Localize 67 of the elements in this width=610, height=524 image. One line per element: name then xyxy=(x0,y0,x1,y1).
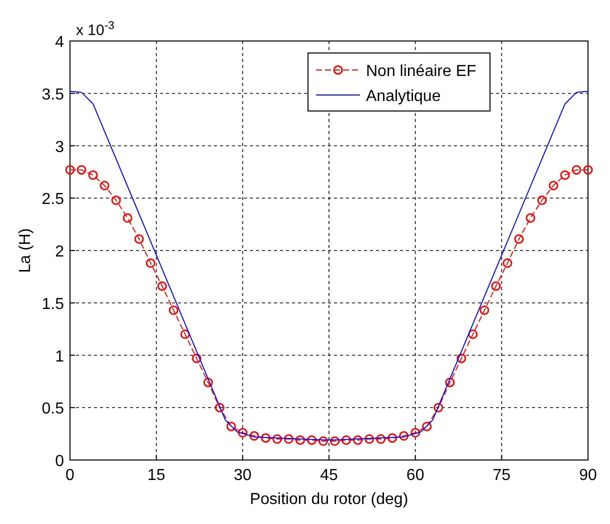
point xyxy=(560,170,570,180)
point xyxy=(214,402,224,412)
x-tick-label: 60 xyxy=(406,467,424,484)
y-tick-label: 1.5 xyxy=(42,296,64,313)
point xyxy=(502,258,512,268)
point xyxy=(249,431,259,441)
y-tick-label: 0 xyxy=(55,453,64,470)
point xyxy=(157,281,167,291)
y-tick-label: 1 xyxy=(55,348,64,366)
point xyxy=(330,436,340,446)
y-tick-label: 3.5 xyxy=(42,86,64,104)
point xyxy=(76,165,86,175)
point xyxy=(122,213,132,223)
point xyxy=(514,234,524,244)
point xyxy=(434,402,444,412)
point xyxy=(548,180,558,190)
point xyxy=(445,378,455,388)
point xyxy=(537,195,547,205)
point xyxy=(480,305,490,315)
y-tick-label: 0.5 xyxy=(42,400,64,418)
point xyxy=(526,213,536,223)
x-tick-label: 90 xyxy=(579,467,597,484)
x-tick-label: 45 xyxy=(320,467,338,484)
y-tick-label: 3 xyxy=(55,138,64,156)
point xyxy=(238,428,248,438)
point xyxy=(318,436,328,446)
point xyxy=(399,431,409,441)
point xyxy=(284,434,294,444)
point xyxy=(364,434,374,444)
point xyxy=(422,422,432,432)
point xyxy=(203,378,213,388)
x-tick-label: 30 xyxy=(234,467,252,484)
point xyxy=(583,165,593,175)
point xyxy=(192,354,202,364)
point xyxy=(100,180,110,190)
point xyxy=(388,433,398,443)
point xyxy=(168,305,178,315)
point xyxy=(88,170,98,180)
point xyxy=(468,330,478,340)
point xyxy=(134,234,144,244)
point xyxy=(146,258,156,268)
point xyxy=(376,434,386,444)
point xyxy=(260,433,270,443)
x-tick-label: 15 xyxy=(147,467,166,484)
point xyxy=(342,435,352,445)
point xyxy=(180,330,190,340)
point xyxy=(306,435,316,445)
legend-label: Non linéaire EF xyxy=(366,63,476,80)
point xyxy=(111,195,121,205)
point xyxy=(272,434,282,444)
point xyxy=(353,435,363,445)
x-axis-title: Position du rotor (deg) xyxy=(250,491,408,508)
x-tick-label: 0 xyxy=(66,467,75,484)
point xyxy=(65,165,75,175)
y-tick-label: 4 xyxy=(55,34,64,51)
y-tick-label: 2 xyxy=(55,244,64,260)
point xyxy=(572,165,582,175)
text: x 10$^{-3}$ xyxy=(76,20,114,39)
legend-label: Analytique xyxy=(366,88,441,105)
y-axis-title: La (H) xyxy=(17,228,34,273)
point xyxy=(226,422,236,432)
point xyxy=(491,281,501,291)
point xyxy=(410,428,420,438)
point xyxy=(456,354,466,364)
y-tick-label: 2.5 xyxy=(42,191,64,208)
point xyxy=(295,435,305,445)
x-tick-label: 75 xyxy=(492,467,511,484)
